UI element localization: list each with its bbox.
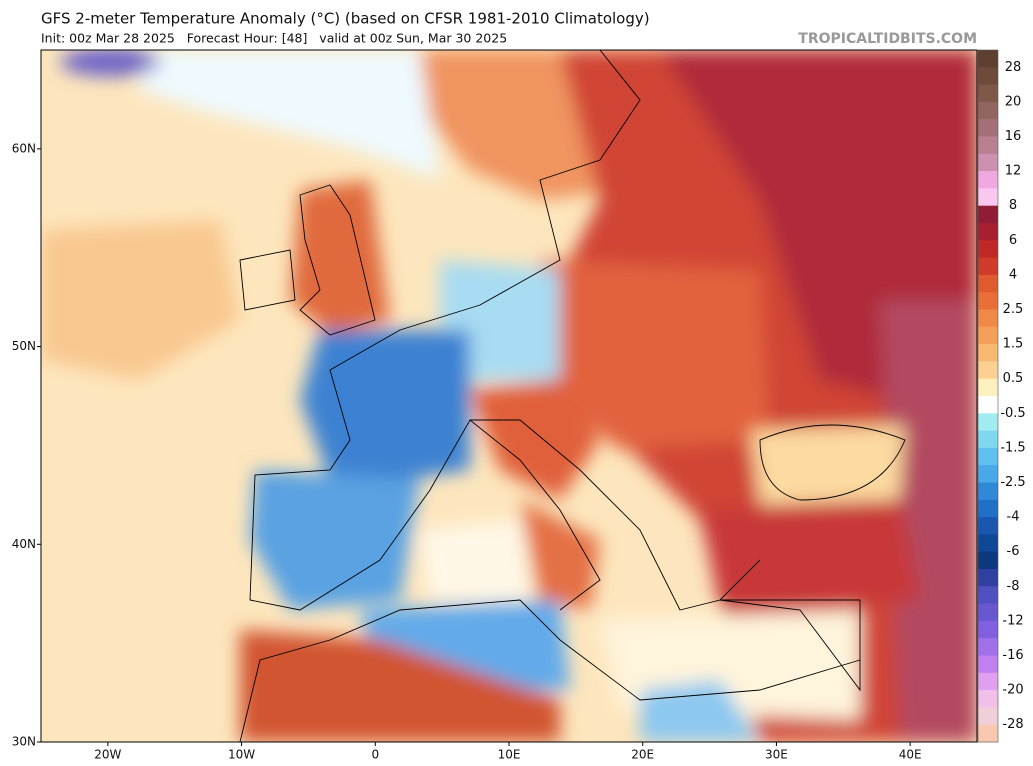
colorbar-label: 20 xyxy=(1005,94,1022,109)
colorbar-segment xyxy=(978,188,998,207)
x-tick-label: 40E xyxy=(899,748,922,762)
y-tick-label: 40N xyxy=(12,537,36,551)
colorbar-segment xyxy=(978,638,998,656)
colorbar-segment xyxy=(978,50,998,68)
x-tick-label: 30E xyxy=(765,748,788,762)
colorbar-segment xyxy=(978,569,998,587)
colorbar-label: 6 xyxy=(1009,233,1017,248)
colorbar-segment xyxy=(978,724,998,743)
colorbar-segment xyxy=(978,499,998,518)
colorbar-segment xyxy=(978,257,998,276)
subtitle: Init: 00z Mar 28 2025 Forecast Hour: [48… xyxy=(41,31,507,46)
coastlines xyxy=(239,50,906,742)
watermark: TROPICALTIDBITS.COM xyxy=(798,31,977,47)
colorbar-segment xyxy=(978,101,998,120)
colorbar-label: 28 xyxy=(1005,60,1022,75)
colorbar-segment xyxy=(978,413,998,432)
colorbar-segment xyxy=(978,344,998,362)
colorbar-segment xyxy=(978,690,998,708)
colorbar-label: -28 xyxy=(1002,717,1023,732)
colorbar-segment xyxy=(978,534,998,553)
colorbar-segment xyxy=(978,620,998,639)
colorbar-label: -6 xyxy=(1007,544,1020,559)
colorbar-segment xyxy=(978,707,998,726)
colorbar-label: 8 xyxy=(1009,198,1017,213)
colorbar-label: -0.5 xyxy=(1000,406,1025,421)
colorbar-label: 2.5 xyxy=(1003,302,1024,317)
colorbar-frame xyxy=(977,49,999,743)
colorbar-label: -12 xyxy=(1002,613,1023,628)
colorbar-segment xyxy=(978,136,998,155)
colorbar-label: 1.5 xyxy=(1003,337,1024,352)
anomaly-field xyxy=(41,50,977,742)
colorbar-segment xyxy=(978,223,998,241)
y-tick-label: 30N xyxy=(12,735,36,749)
colorbar-segment xyxy=(978,672,998,691)
title: GFS 2-meter Temperature Anomaly (°C) (ba… xyxy=(41,10,650,28)
colorbar-label: -1.5 xyxy=(1000,440,1025,455)
y-tick-label: 60N xyxy=(12,141,36,155)
colorbar-segment xyxy=(978,482,998,501)
colorbar-segment xyxy=(978,326,998,345)
colorbar-segment xyxy=(978,292,998,310)
colorbar-label: 16 xyxy=(1005,129,1022,144)
colorbar-segment xyxy=(978,240,998,259)
colorbar-segment xyxy=(978,361,998,380)
x-tick-label: 20W xyxy=(94,748,121,762)
colorbar-segment xyxy=(978,603,998,622)
colorbar-segment xyxy=(978,67,998,86)
y-tick-label: 50N xyxy=(12,339,36,353)
colorbar-segment xyxy=(978,551,998,570)
colorbar-segment xyxy=(978,396,998,414)
colorbar-segment xyxy=(978,274,998,293)
colorbar-label: 12 xyxy=(1005,164,1022,179)
colorbar-segment xyxy=(978,171,998,189)
colorbar-label: -8 xyxy=(1007,579,1020,594)
colorbar-label: 4 xyxy=(1009,267,1017,282)
colorbar-segment xyxy=(978,378,998,397)
colorbar-segment xyxy=(978,84,998,103)
colorbar-segment xyxy=(978,205,998,224)
colorbar-segment xyxy=(978,447,998,466)
colorbar-label: -20 xyxy=(1002,683,1023,698)
x-tick-label: 10E xyxy=(498,748,521,762)
x-tick-label: 10W xyxy=(228,748,255,762)
colorbar-segment xyxy=(978,309,998,328)
colorbar-label: -2.5 xyxy=(1000,475,1025,490)
colorbar-label: -16 xyxy=(1002,648,1023,663)
colorbar-segment xyxy=(978,153,998,172)
colorbar-segment xyxy=(978,430,998,449)
colorbar-segment xyxy=(978,119,998,137)
colorbar-label: 0.5 xyxy=(1003,371,1024,386)
colorbar-segment xyxy=(978,586,998,605)
colorbar-segment xyxy=(978,465,998,483)
x-tick-label: 20E xyxy=(631,748,654,762)
colorbar-label: -4 xyxy=(1007,510,1020,525)
x-tick-label: 0 xyxy=(371,748,379,762)
colorbar-segment xyxy=(978,655,998,674)
colorbar-segment xyxy=(978,517,998,535)
